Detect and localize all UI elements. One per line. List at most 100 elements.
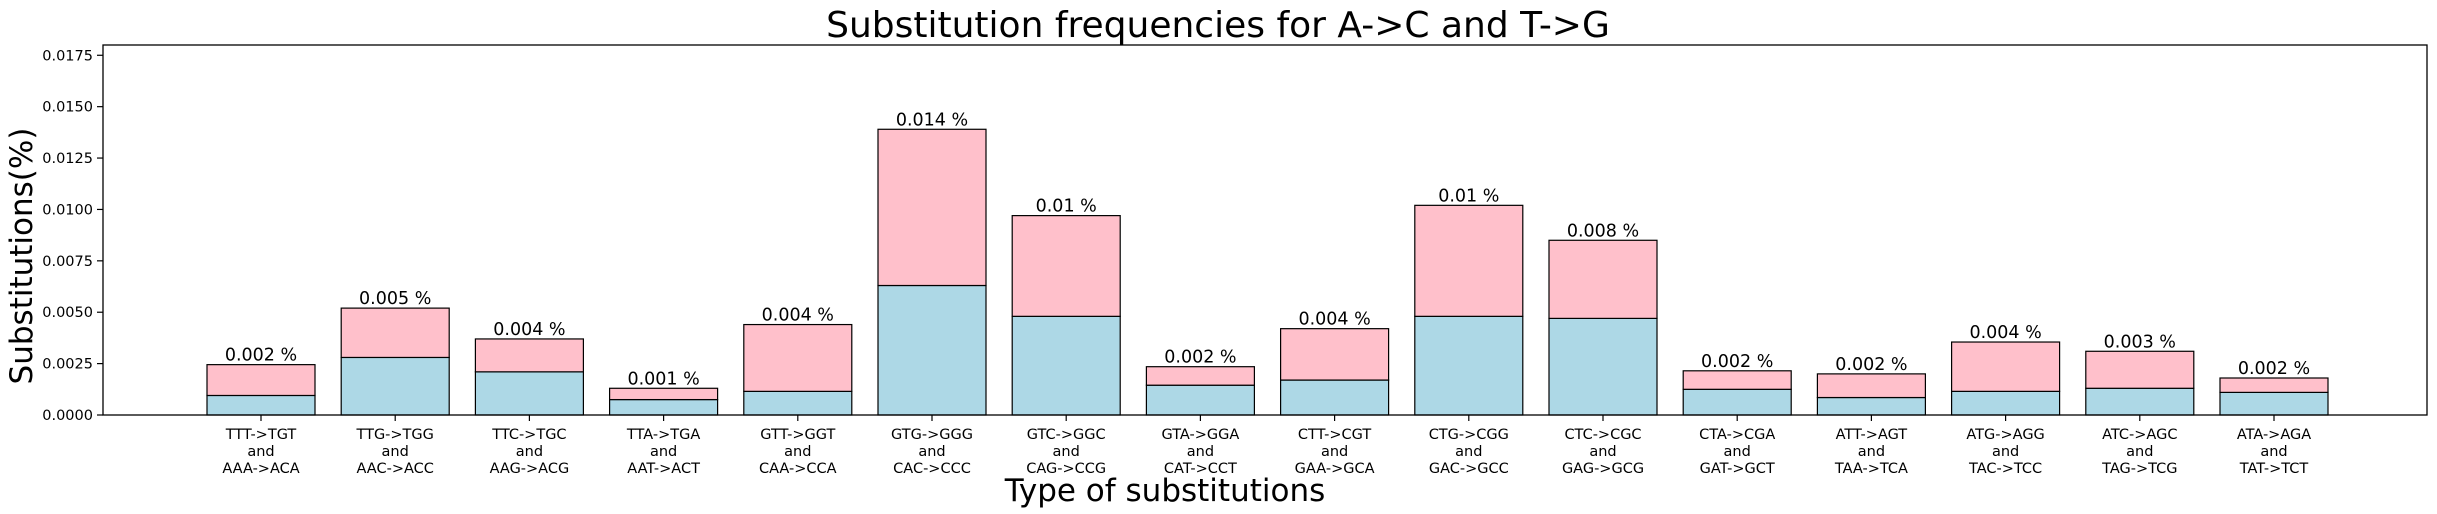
x-tick-label: GTA->GGA [1161, 427, 1239, 443]
x-tick-label: CTG->CGG [1429, 427, 1509, 443]
y-tick-label: 0.0075 [42, 254, 93, 270]
bar-segment-upper [1145, 366, 1256, 386]
x-tick-label: and [1589, 444, 1616, 460]
x-tick-label: ATC->AGC [2102, 427, 2177, 443]
x-tick-label: and [650, 444, 677, 460]
x-tick-label: GAC->GCC [1429, 461, 1509, 477]
x-tick-label: TAA->TCA [1834, 461, 1908, 477]
bar-segment-lower [1414, 315, 1524, 416]
x-tick-label: and [1724, 444, 1751, 460]
chart-title: Substitution frequencies for A->C and T-… [826, 5, 1610, 46]
x-tick-label: TTC->TGC [491, 427, 566, 443]
bar-segment-lower [340, 356, 450, 416]
x-tick-label: and [516, 444, 543, 460]
bar-value-label: 0.004 % [762, 306, 834, 326]
x-tick-label: ATG->AGG [1966, 427, 2044, 443]
x-tick-label: TAT->TCT [2239, 461, 2309, 477]
x-tick-label: TAC->TCC [1968, 461, 2042, 477]
x-tick-label: GTC->GGC [1027, 427, 1106, 443]
x-tick-label: and [1992, 444, 2019, 460]
data-labels-layer: 0.002 % 0.005 % 0.004 % 0.001 % 0.004 % 0.014… [225, 110, 2310, 389]
bar-segment-lower [877, 284, 987, 416]
x-tick-label: ATA->AGA [2237, 427, 2311, 443]
x-tick-label: CTA->CGA [1699, 427, 1775, 443]
bar-segment-lower [743, 390, 853, 416]
bar-segment-upper [340, 307, 450, 359]
y-tick-label: 0.0150 [42, 100, 93, 116]
y-ticks-layer: 0.0000 0.0025 0.0050 0.0075 0.0100 0.0125 0.01… [42, 48, 103, 424]
bar-segment-lower [1816, 396, 1927, 416]
y-tick-label: 0.0100 [42, 202, 93, 218]
bar-segment-lower [2219, 391, 2329, 416]
bar-segment-lower [206, 394, 316, 416]
bar-segment-lower [1950, 390, 2061, 416]
x-tick-label: AAA->ACA [222, 461, 299, 477]
x-ticks-layer: TTT->TGTandAAA->ACATTG->TGGandAAC->ACCTT… [222, 415, 2311, 477]
bar-segment-lower [1279, 379, 1390, 416]
x-tick-label: and [1455, 444, 1482, 460]
x-tick-label: CAC->CCC [893, 461, 971, 477]
bar-segment-upper [1816, 373, 1927, 399]
bar-segment-upper [1950, 341, 2061, 392]
bar-segment-upper [1011, 215, 1121, 317]
x-tick-label: and [247, 444, 274, 460]
y-tick-label: 0.0175 [42, 48, 93, 64]
bar-segment-upper [474, 338, 584, 373]
bar-segment-lower [1145, 384, 1256, 416]
bar-value-label: 0.004 % [1298, 310, 1370, 330]
x-tick-label: TTT->TGT [225, 427, 297, 443]
bar-segment-lower [1682, 388, 1792, 416]
bar-value-label: 0.003 % [2104, 332, 2176, 352]
x-tick-label: and [382, 444, 409, 460]
x-tick-label: and [1858, 444, 1885, 460]
bar-segment-upper [1279, 328, 1390, 381]
bar-segment-upper [608, 387, 719, 401]
y-tick-label: 0.0125 [42, 151, 93, 167]
bar-segment-upper [2085, 350, 2195, 389]
x-tick-label: AAG->ACG [490, 461, 570, 477]
x-axis-label: Type of substitutions [1004, 473, 1326, 509]
bar-value-label: 0.002 % [1164, 348, 1236, 368]
bar-value-label: 0.01 % [1036, 197, 1097, 217]
x-tick-label: GTT->GGT [760, 427, 835, 443]
x-tick-label: CTC->CGC [1564, 427, 1641, 443]
bar-value-label: 0.005 % [359, 289, 431, 309]
x-tick-label: ATT->AGT [1836, 427, 1908, 443]
x-tick-label: GTG->GGG [891, 427, 973, 443]
bar-value-label: 0.01 % [1438, 186, 1499, 206]
y-tick-label: 0.0025 [42, 357, 93, 373]
bar-value-label: 0.002 % [1701, 352, 1773, 372]
bar-value-label: 0.001 % [627, 369, 699, 389]
y-tick-label: 0.0050 [42, 305, 93, 321]
x-tick-label: AAT->ACT [627, 461, 700, 477]
bar-segment-upper [2219, 377, 2329, 393]
bar-value-label: 0.008 % [1567, 221, 1639, 241]
x-tick-label: CAA->CCA [759, 461, 837, 477]
x-tick-label: CTT->CGT [1298, 427, 1371, 443]
bar-segment-upper [1414, 204, 1524, 317]
bar-segment-lower [2085, 387, 2195, 416]
bar-value-label: 0.002 % [2238, 359, 2310, 379]
bar-segment-lower [1548, 317, 1658, 416]
x-tick-label: GAA->GCA [1295, 461, 1375, 477]
x-tick-label: and [2126, 444, 2153, 460]
bar-value-label: 0.002 % [1835, 355, 1907, 375]
y-tick-label: 0.0000 [42, 408, 93, 424]
bar-value-label: 0.002 % [225, 346, 297, 366]
bar-value-label: 0.004 % [493, 320, 565, 340]
bar-segment-lower [1011, 315, 1121, 416]
x-tick-label: and [2260, 444, 2287, 460]
bar-value-label: 0.014 % [896, 110, 968, 130]
x-tick-label: and [784, 444, 811, 460]
x-tick-label: GAG->GCG [1562, 461, 1644, 477]
x-tick-label: TTA->TGA [626, 427, 700, 443]
x-tick-label: and [1321, 444, 1348, 460]
bar-segment-lower [608, 398, 719, 416]
plot-area-frame [102, 44, 2428, 416]
x-tick-label: AAC->ACC [356, 461, 433, 477]
x-tick-label: TAG->TCG [2101, 461, 2177, 477]
x-tick-label: CAG->CCG [1026, 461, 1106, 477]
bar-segment-lower [474, 371, 584, 416]
